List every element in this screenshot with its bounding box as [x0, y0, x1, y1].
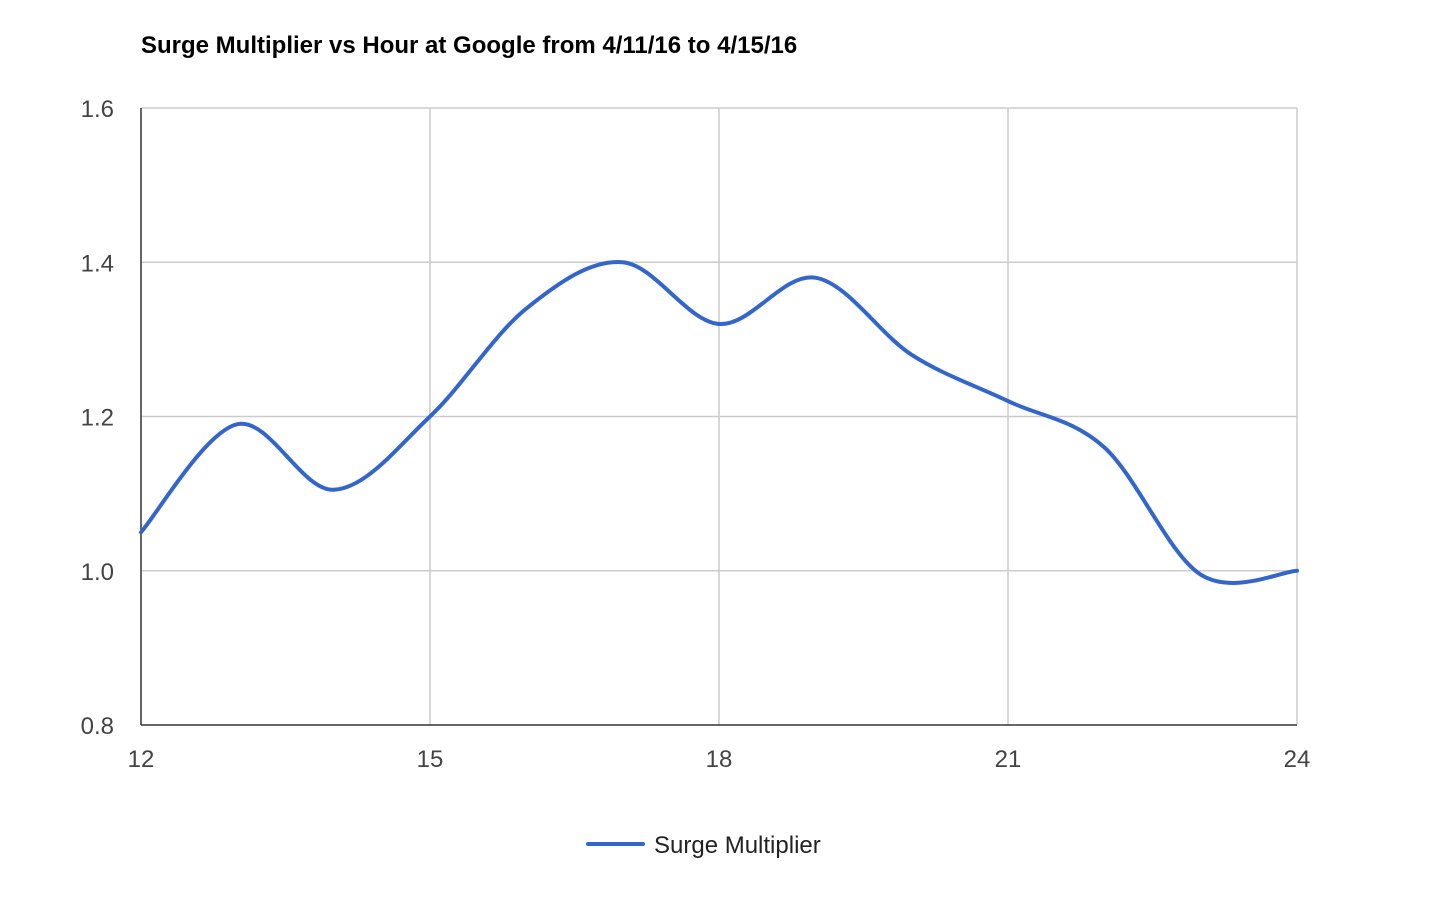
y-tick-label: 1.4: [81, 250, 114, 277]
data-point: [1101, 444, 1107, 450]
data-point: [138, 529, 144, 535]
x-tick-label: 21: [995, 746, 1022, 773]
data-point: [427, 414, 433, 420]
data-point: [620, 259, 626, 265]
y-tick-label: 0.8: [81, 713, 114, 740]
x-tick-label: 24: [1284, 746, 1311, 773]
x-tick-label: 12: [128, 746, 155, 773]
data-point: [523, 306, 529, 312]
y-tick-label: 1.6: [81, 96, 114, 123]
series-layer: [138, 259, 1300, 585]
data-point: [909, 352, 915, 358]
x-tick-label: 18: [706, 746, 733, 773]
data-point: [1294, 568, 1300, 574]
data-point: [331, 487, 337, 493]
legend: Surge Multiplier: [586, 832, 821, 859]
data-point: [1198, 572, 1204, 578]
data-point: [812, 275, 818, 281]
series-line-surge-multiplier: [139, 260, 1299, 585]
legend-label: Surge Multiplier: [654, 832, 821, 859]
chart-title: Surge Multiplier vs Hour at Google from …: [141, 32, 798, 59]
axes: [140, 108, 1297, 726]
x-tick-label: 15: [417, 746, 444, 773]
data-point: [234, 421, 240, 427]
y-tick-label: 1.2: [81, 405, 114, 432]
data-point: [716, 321, 722, 327]
y-tick-label: 1.0: [81, 559, 114, 586]
gridlines: [141, 107, 1298, 725]
tick-labels: 12 15 18 21 24 0.8 1.0 1.2 1.4 1.6: [81, 96, 1311, 773]
data-point: [1005, 398, 1011, 404]
